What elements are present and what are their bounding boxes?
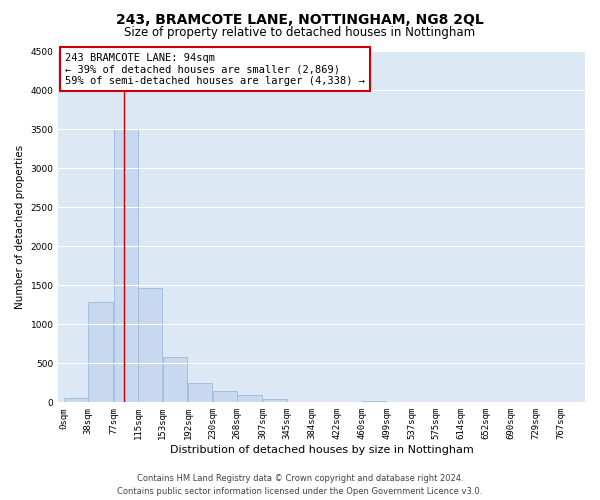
Bar [64, 398, 88, 402]
Y-axis label: Number of detached properties: Number of detached properties [15, 144, 25, 308]
Bar [263, 399, 287, 402]
Text: Contains HM Land Registry data © Crown copyright and database right 2024.
Contai: Contains HM Land Registry data © Crown c… [118, 474, 482, 496]
Bar [139, 288, 163, 403]
Bar [362, 401, 386, 402]
Text: 243, BRAMCOTE LANE, NOTTINGHAM, NG8 2QL: 243, BRAMCOTE LANE, NOTTINGHAM, NG8 2QL [116, 12, 484, 26]
Bar [88, 302, 113, 402]
Bar [163, 357, 187, 403]
Bar [238, 396, 262, 402]
Text: 243 BRAMCOTE LANE: 94sqm
← 39% of detached houses are smaller (2,869)
59% of sem: 243 BRAMCOTE LANE: 94sqm ← 39% of detach… [65, 52, 365, 86]
Bar [114, 129, 138, 402]
Bar [213, 392, 237, 402]
Text: Size of property relative to detached houses in Nottingham: Size of property relative to detached ho… [124, 26, 476, 39]
X-axis label: Distribution of detached houses by size in Nottingham: Distribution of detached houses by size … [170, 445, 473, 455]
Bar [188, 383, 212, 402]
